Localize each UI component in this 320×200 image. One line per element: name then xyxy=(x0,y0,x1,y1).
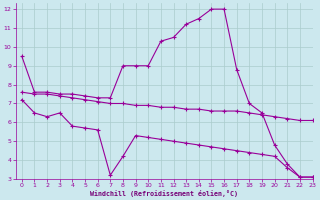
X-axis label: Windchill (Refroidissement éolien,°C): Windchill (Refroidissement éolien,°C) xyxy=(90,190,238,197)
